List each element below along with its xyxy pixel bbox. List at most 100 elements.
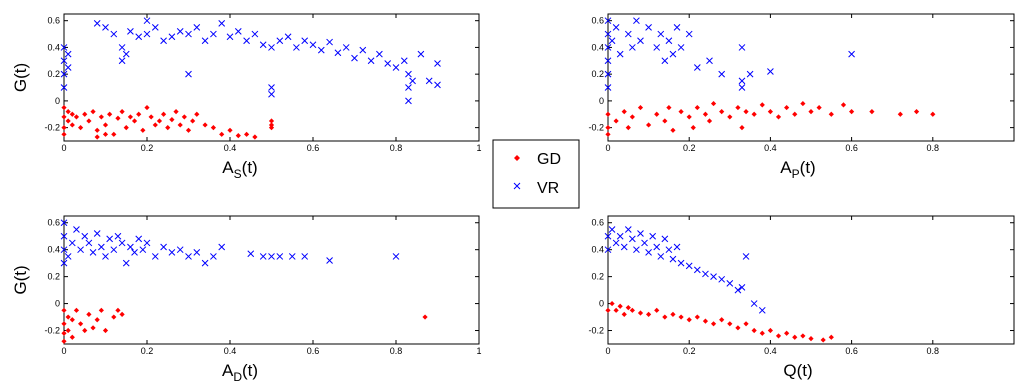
gd-point — [621, 108, 627, 115]
gd-point — [69, 122, 75, 128]
vr-point — [405, 97, 412, 105]
gd-point — [69, 334, 75, 340]
vr-point — [758, 306, 766, 314]
gd-point — [743, 108, 749, 115]
vr-point — [122, 259, 130, 267]
vr-point — [750, 300, 758, 307]
vr-point — [384, 60, 392, 67]
vr-point — [604, 30, 612, 38]
gd-point — [792, 111, 798, 117]
gd-point — [98, 307, 104, 313]
gd-point — [800, 100, 806, 107]
panel-ap: 0 0.2 0.4 0.6 0.8-0.200.20.40.6AP(t) — [588, 13, 1015, 181]
vr-point — [726, 280, 734, 287]
vr-point — [259, 253, 267, 260]
gd-point — [710, 321, 717, 327]
y-tick-label: 0 — [599, 96, 604, 106]
gd-point — [90, 325, 96, 331]
gd-point — [119, 311, 125, 317]
gd-point — [94, 317, 100, 323]
legend-label-vr: VR — [537, 180, 559, 197]
vr-point — [89, 249, 97, 256]
y-tick-label: 0.4 — [47, 245, 60, 255]
vr-point — [392, 253, 400, 260]
y-tick-label: -0.2 — [44, 123, 60, 133]
gd-point — [621, 311, 627, 317]
vr-point — [738, 84, 746, 91]
vr-point — [608, 37, 616, 45]
vr-point — [359, 46, 367, 54]
gd-point — [61, 321, 67, 327]
legend-box — [492, 139, 580, 209]
gd-point — [123, 125, 129, 131]
vr-point — [276, 37, 284, 45]
vr-point — [718, 275, 726, 283]
vr-point — [60, 70, 68, 78]
vr-point — [742, 253, 750, 260]
vr-point — [604, 57, 612, 65]
gd-point — [840, 102, 847, 108]
vr-point — [185, 70, 192, 78]
vr-point — [604, 44, 612, 51]
x-tick-label: 1 — [476, 346, 481, 356]
gd-point — [61, 114, 67, 120]
vr-point — [60, 232, 68, 240]
vr-point — [746, 70, 754, 78]
x-axis-label: AD(t) — [222, 361, 258, 384]
gd-point — [78, 321, 84, 327]
gd-point — [78, 125, 84, 131]
x-tick-label: 0 — [605, 143, 610, 153]
vr-point — [218, 243, 226, 251]
gd-point — [727, 321, 733, 327]
vr-point — [218, 20, 226, 27]
x-tick-label: 0.6 — [307, 143, 320, 153]
gd-point — [767, 327, 773, 334]
vr-point — [93, 230, 101, 237]
gd-point — [869, 108, 875, 115]
vr-point — [60, 246, 68, 254]
vr-point — [110, 30, 118, 38]
vr-point — [633, 246, 640, 254]
gd-point — [686, 317, 692, 323]
gd-point — [115, 115, 121, 121]
y-tick-label: -0.2 — [588, 123, 604, 133]
vr-point — [677, 44, 685, 51]
gd-point — [82, 111, 88, 117]
gd-point — [65, 314, 71, 320]
gd-point — [127, 114, 133, 120]
vr-point — [629, 44, 636, 51]
gd-point — [637, 104, 644, 111]
x-tick-label: 0.6 — [845, 346, 858, 356]
vr-point — [624, 226, 632, 233]
vr-point — [612, 239, 620, 247]
gd-point — [808, 336, 814, 342]
vr-point — [185, 253, 192, 260]
gd-point — [613, 307, 619, 313]
gd-point — [107, 111, 113, 117]
gd-point — [202, 122, 208, 128]
legend-entry-vr: VR — [513, 180, 559, 197]
vr-point — [118, 57, 126, 65]
x-tick-label: 0.2 — [141, 143, 154, 153]
y-tick-label: 0.6 — [47, 218, 60, 228]
vr-point — [268, 90, 275, 98]
gd-point — [609, 300, 615, 307]
gd-point — [61, 125, 67, 131]
gd-point — [61, 104, 67, 111]
gd-point — [820, 337, 826, 343]
vr-point — [616, 50, 624, 58]
vr-point — [77, 246, 84, 254]
gd-point — [625, 305, 631, 311]
vr-point — [629, 235, 636, 243]
vr-point — [342, 44, 350, 51]
vr-point — [127, 243, 134, 251]
vr-point — [301, 37, 309, 45]
gd-point — [646, 122, 652, 128]
gd-point — [694, 104, 700, 111]
vr-point — [604, 84, 612, 91]
x-axis-label: AP(t) — [780, 158, 815, 181]
gd-point — [111, 314, 117, 320]
gd-point — [268, 122, 275, 128]
vr-point — [604, 17, 612, 25]
